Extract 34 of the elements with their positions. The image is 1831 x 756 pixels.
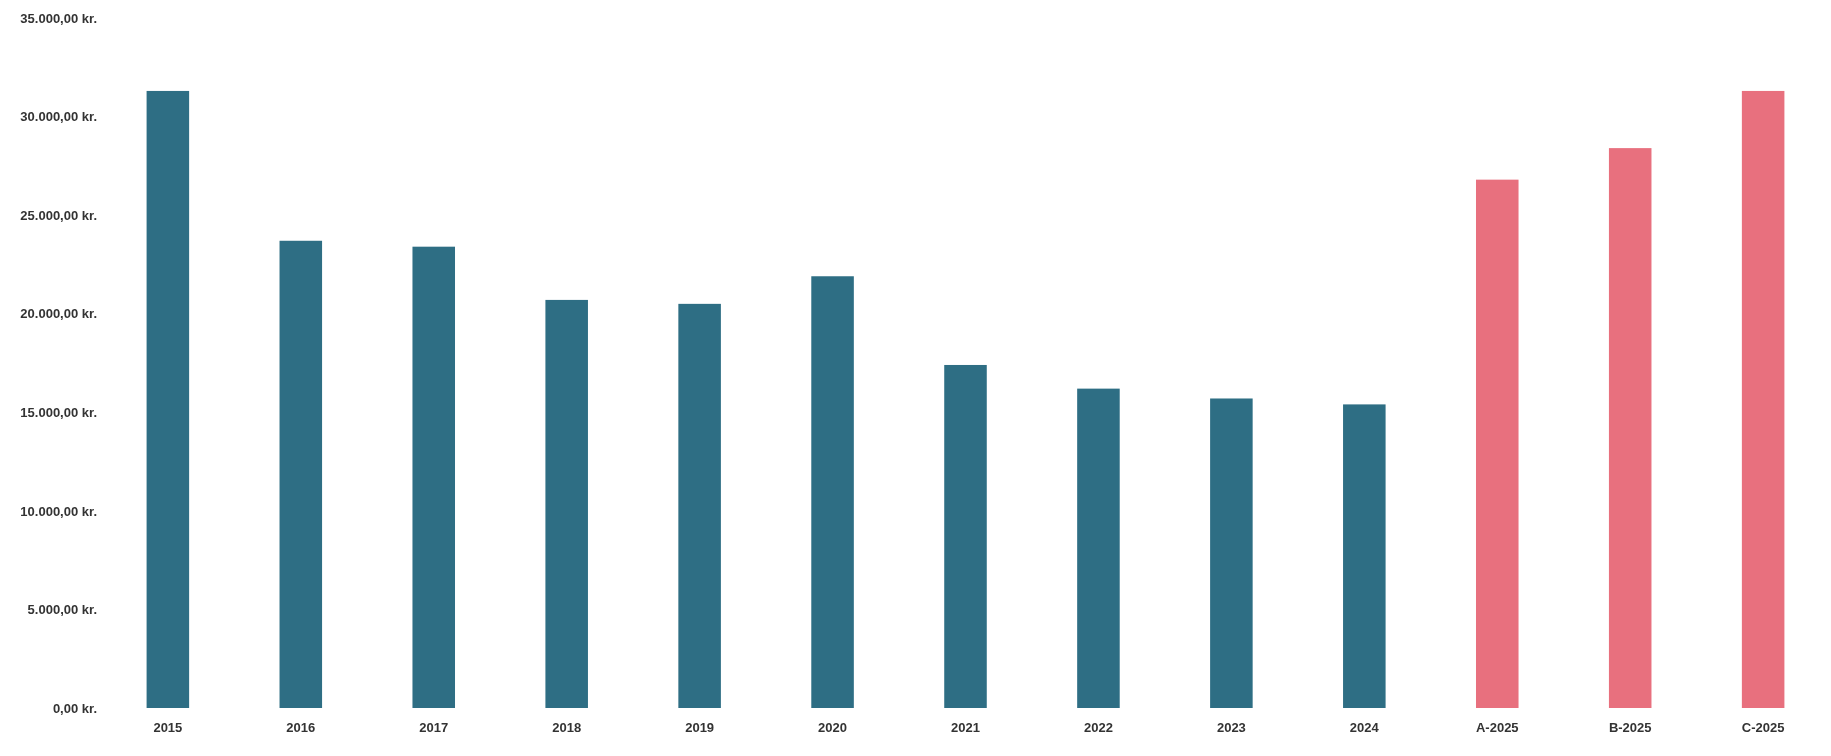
x-tick-label: 2015 <box>153 720 183 735</box>
x-tick-label: 2023 <box>1216 720 1246 735</box>
x-tick-label: 2016 <box>286 720 316 735</box>
y-tick-label: 25.000,00 kr. <box>20 207 97 223</box>
x-tick-label: 2019 <box>685 720 715 735</box>
y-tick-label: 20.000,00 kr. <box>20 306 97 322</box>
x-tick-label: 2018 <box>552 720 582 735</box>
bar <box>412 246 456 708</box>
y-tick-label: 35.000,00 kr. <box>20 10 97 26</box>
bar <box>1210 398 1253 708</box>
x-tick-label: 2021 <box>951 720 980 735</box>
bar <box>279 240 323 708</box>
bar <box>1343 404 1386 708</box>
y-tick-label: 0,00 kr. <box>52 700 97 716</box>
x-tick-label: 2020 <box>818 720 848 735</box>
x-tick-label: C-2025 <box>1741 720 1785 735</box>
bar <box>811 276 854 708</box>
bar <box>1077 388 1120 708</box>
bar <box>1475 179 1519 708</box>
y-tick-label: 30.000,00 kr. <box>20 109 97 125</box>
y-tick-label: 5.000,00 kr. <box>27 602 97 618</box>
x-tick-label: 2017 <box>419 720 449 735</box>
bar <box>678 303 721 708</box>
y-tick-label: 15.000,00 kr. <box>20 404 97 420</box>
bar <box>944 364 987 708</box>
y-tick-label: 10.000,00 kr. <box>20 503 97 519</box>
bar <box>146 90 190 708</box>
x-tick-label: 2022 <box>1083 720 1113 735</box>
x-tick-label: B-2025 <box>1608 720 1652 735</box>
x-tick-label: A-2025 <box>1475 720 1519 735</box>
bar <box>1608 148 1652 708</box>
x-tick-label: 2024 <box>1349 720 1380 735</box>
bar <box>545 299 588 708</box>
bar <box>1741 90 1785 708</box>
